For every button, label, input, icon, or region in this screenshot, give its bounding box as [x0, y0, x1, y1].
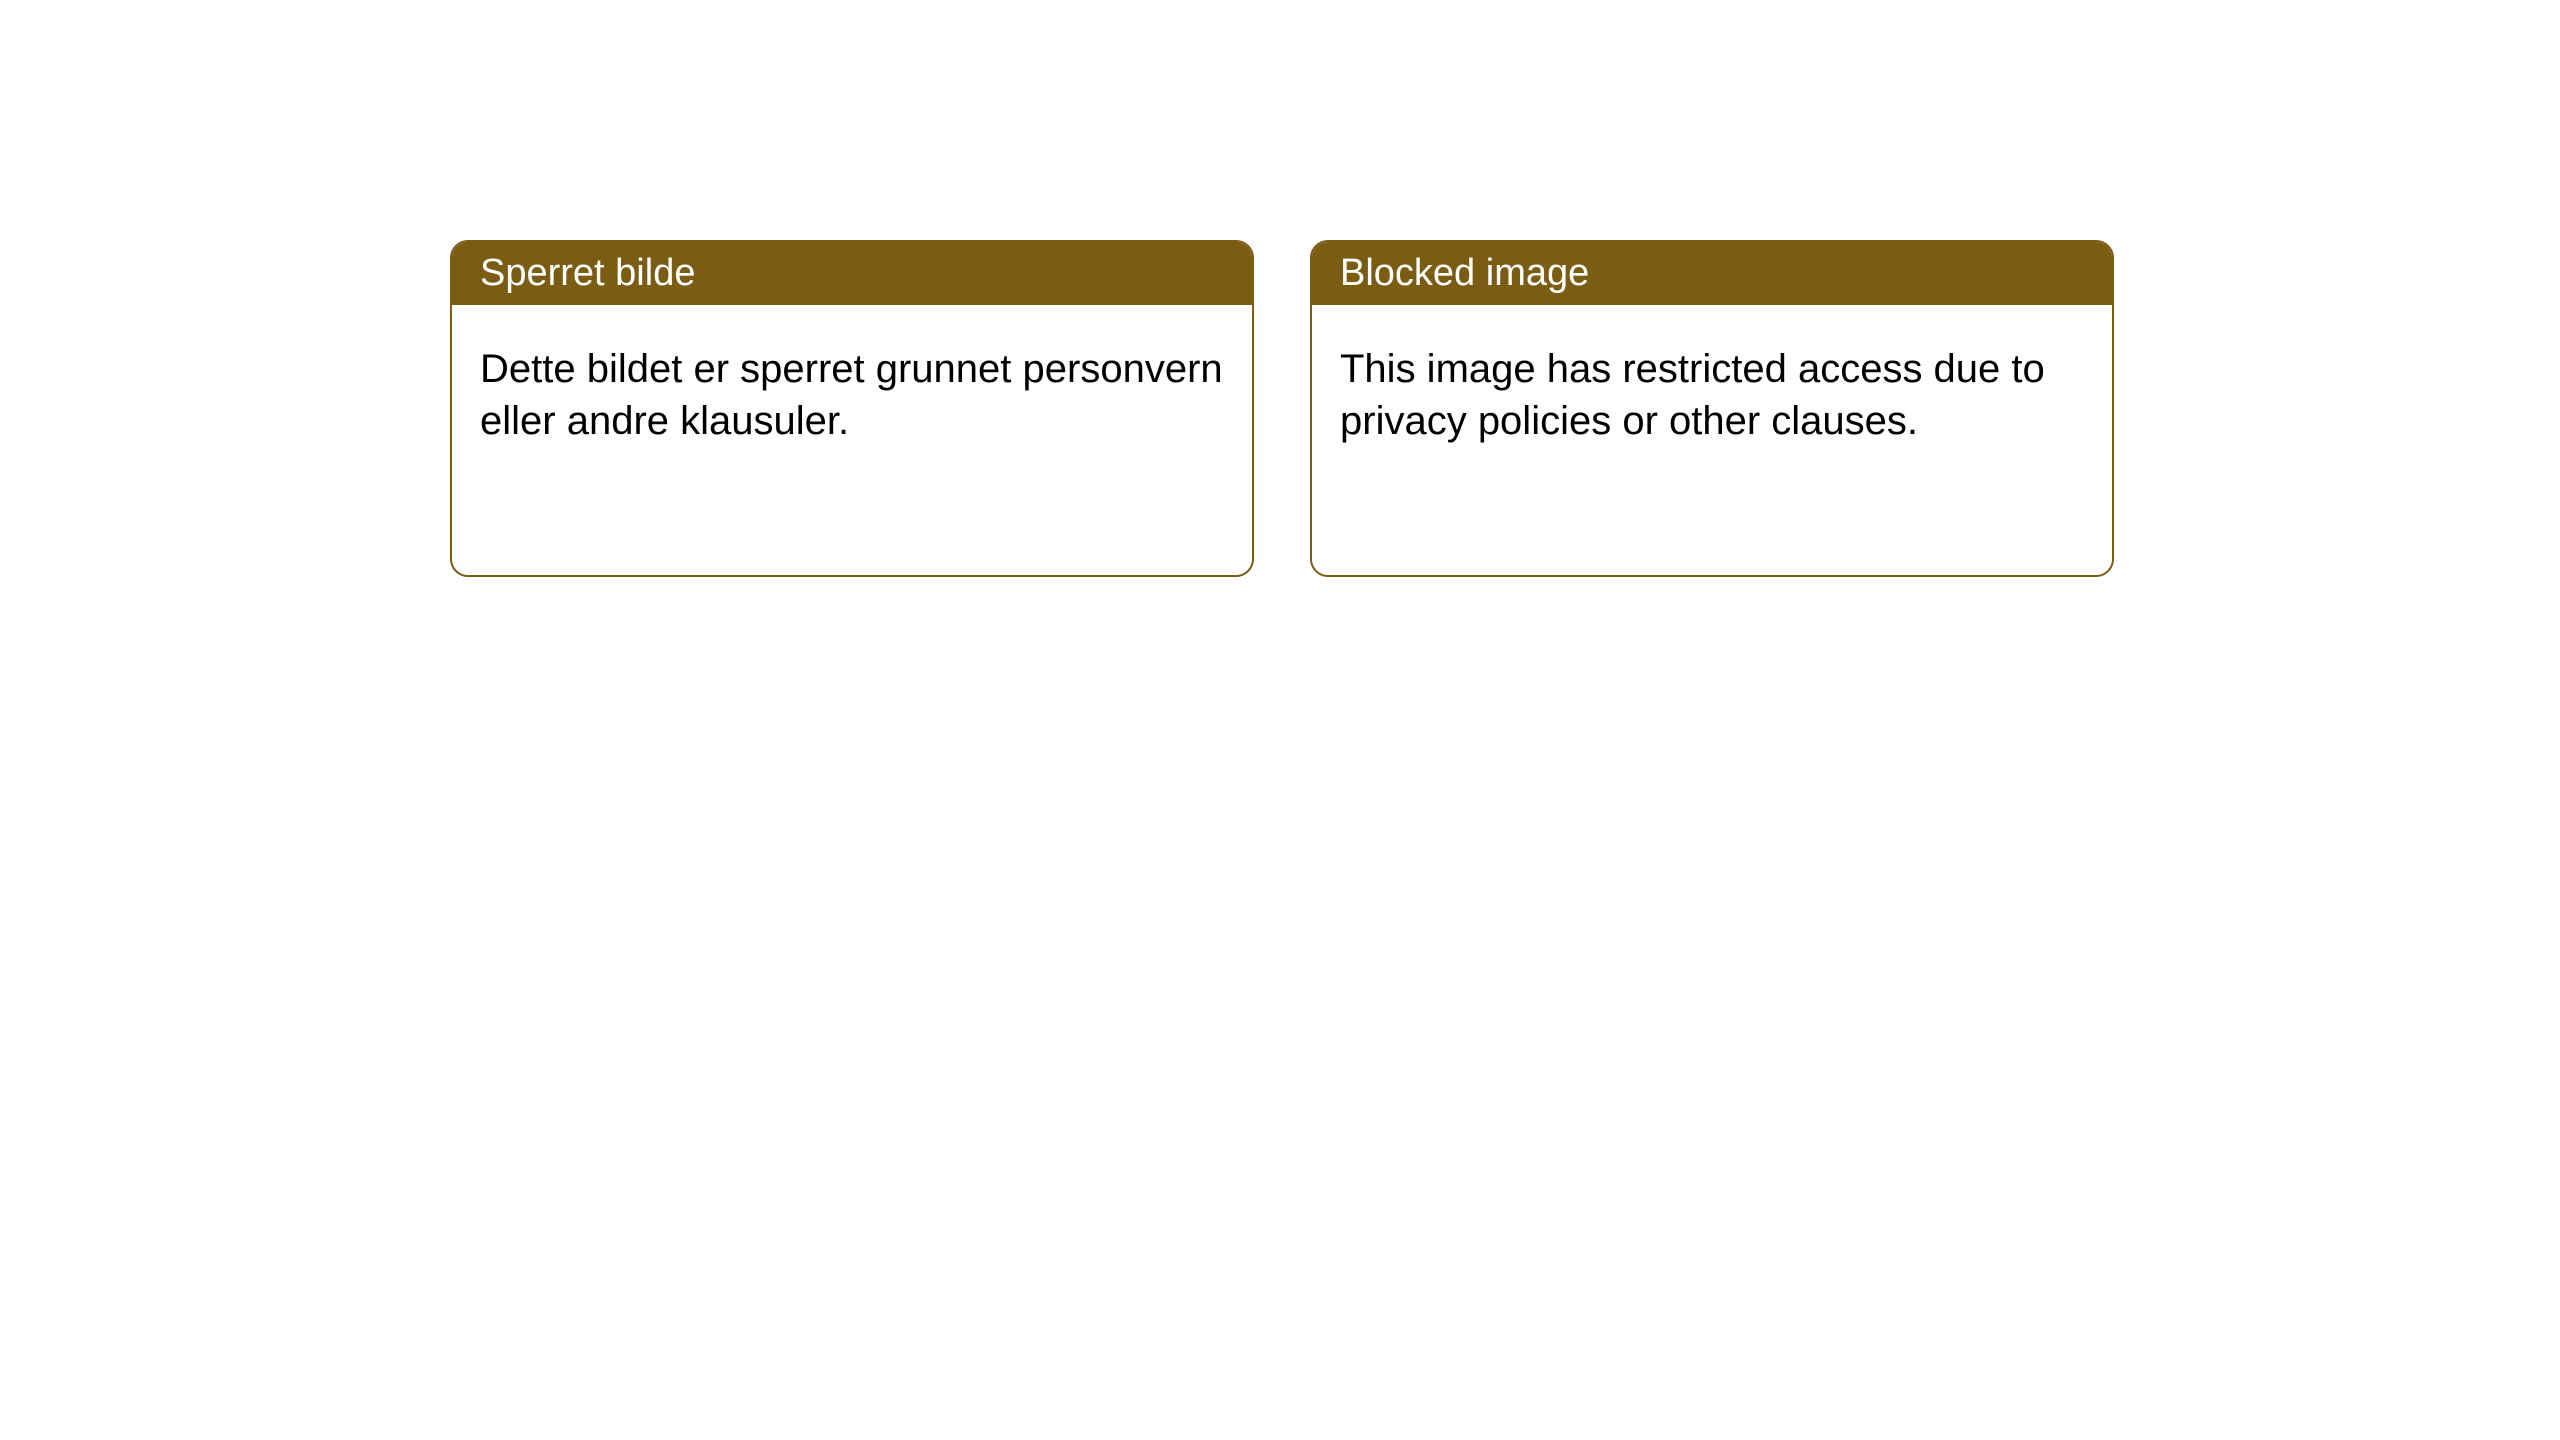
- notice-title-english: Blocked image: [1312, 242, 2112, 305]
- notice-body-english: This image has restricted access due to …: [1312, 305, 2112, 575]
- notice-container: Sperret bilde Dette bildet er sperret gr…: [0, 0, 2560, 577]
- notice-body-norwegian: Dette bildet er sperret grunnet personve…: [452, 305, 1252, 575]
- notice-title-norwegian: Sperret bilde: [452, 242, 1252, 305]
- notice-card-norwegian: Sperret bilde Dette bildet er sperret gr…: [450, 240, 1254, 577]
- notice-card-english: Blocked image This image has restricted …: [1310, 240, 2114, 577]
